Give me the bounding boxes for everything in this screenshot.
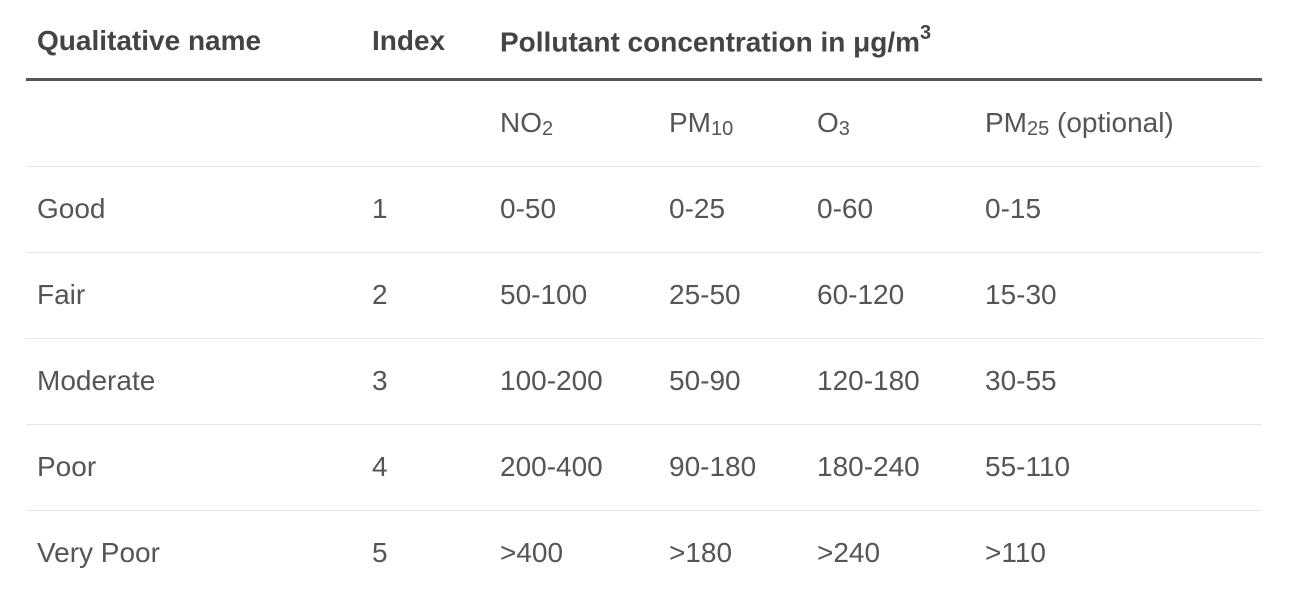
cell-no2: 50-100: [489, 252, 658, 339]
pollutant-subscript: 10: [711, 118, 734, 140]
subheader-empty-index: [361, 79, 489, 167]
table-row-good: Good 1 0-50 0-25 0-60 0-15: [26, 166, 1263, 253]
cell-no2: 100-200: [489, 338, 658, 425]
pollutant-base: O: [817, 107, 839, 138]
pollutant-base: NO: [500, 107, 542, 138]
table-row-moderate: Moderate 3 100-200 50-90 120-180 30-55: [26, 338, 1263, 425]
header-pollutant-concentration: Pollutant concentration in μg/m3: [489, 0, 1263, 81]
cell-pm10: 25-50: [658, 252, 806, 339]
cell-no2: 200-400: [489, 424, 658, 511]
pollutant-label-no2: NO2: [489, 79, 658, 167]
cell-pm10: >180: [669, 537, 733, 569]
cell-qualitative-name: Fair: [26, 252, 361, 339]
air-quality-index-table: Qualitative name Index Pollutant concent…: [26, 0, 1263, 596]
cell-o3: 0-60: [806, 166, 974, 253]
pollutant-subscript: 3: [838, 118, 850, 140]
table-row-fair: Fair 2 50-100 25-50 60-120 15-30: [26, 252, 1263, 339]
header-pollutant-concentration-text: Pollutant concentration in μg/m: [500, 25, 921, 57]
cell-o3: >240: [817, 537, 881, 569]
header-row: Qualitative name Index Pollutant concent…: [26, 0, 1263, 81]
cell-no2: 0-50: [489, 166, 658, 253]
pollutant-label-pm25: PM25 (optional): [974, 79, 1263, 167]
cell-pm10: 90-180: [658, 424, 806, 511]
cell-pm10: 50-90: [658, 338, 806, 425]
pollutant-base: PM: [985, 107, 1027, 138]
header-index: Index: [361, 0, 489, 81]
cell-index: 3: [361, 338, 489, 425]
table-row-very-poor: Very Poor 5 >400 >180 >240 >110: [26, 510, 1262, 596]
header-unit-superscript: 3: [920, 21, 932, 44]
pollutant-label-pm10: PM10: [658, 79, 806, 167]
table-body: NO2 PM10 O3 PM25 (optional) Good 1 0-50 …: [26, 79, 1263, 596]
pollutant-label-o3: O3: [806, 79, 974, 167]
air-quality-index-table-container: Qualitative name Index Pollutant concent…: [26, 0, 1263, 596]
header-qualitative-name: Qualitative name: [26, 0, 361, 81]
cell-o3: 120-180: [806, 338, 974, 425]
cell-qualitative-name: Very Poor: [37, 537, 160, 569]
pollutant-subscript: 25: [1027, 118, 1050, 140]
subheader-empty-name: [26, 79, 361, 167]
cell-pm25: >110: [985, 537, 1046, 569]
table-row-poor: Poor 4 200-400 90-180 180-240 55-110: [26, 424, 1263, 511]
cell-index: 5: [372, 537, 388, 569]
cell-index: 2: [361, 252, 489, 339]
cell-qualitative-name: Good: [26, 166, 361, 253]
cell-pm25: 0-15: [974, 166, 1263, 253]
cell-index: 4: [361, 424, 489, 511]
cell-o3: 180-240: [806, 424, 974, 511]
cell-index: 1: [361, 166, 489, 253]
pollutant-subscript: 2: [542, 118, 554, 140]
cell-no2: >400: [500, 537, 564, 569]
pollutant-subheader-row: NO2 PM10 O3 PM25 (optional): [26, 79, 1263, 167]
cell-qualitative-name: Moderate: [26, 338, 361, 425]
pollutant-base: PM: [669, 107, 711, 138]
cell-pm25: 55-110: [974, 424, 1263, 511]
cell-qualitative-name: Poor: [26, 424, 361, 511]
pollutant-suffix: (optional): [1049, 107, 1174, 138]
cell-pm10: 0-25: [658, 166, 806, 253]
cell-pm25: 15-30: [974, 252, 1263, 339]
table-header: Qualitative name Index Pollutant concent…: [26, 0, 1263, 81]
cell-o3: 60-120: [806, 252, 974, 339]
cell-pm25: 30-55: [974, 338, 1263, 425]
